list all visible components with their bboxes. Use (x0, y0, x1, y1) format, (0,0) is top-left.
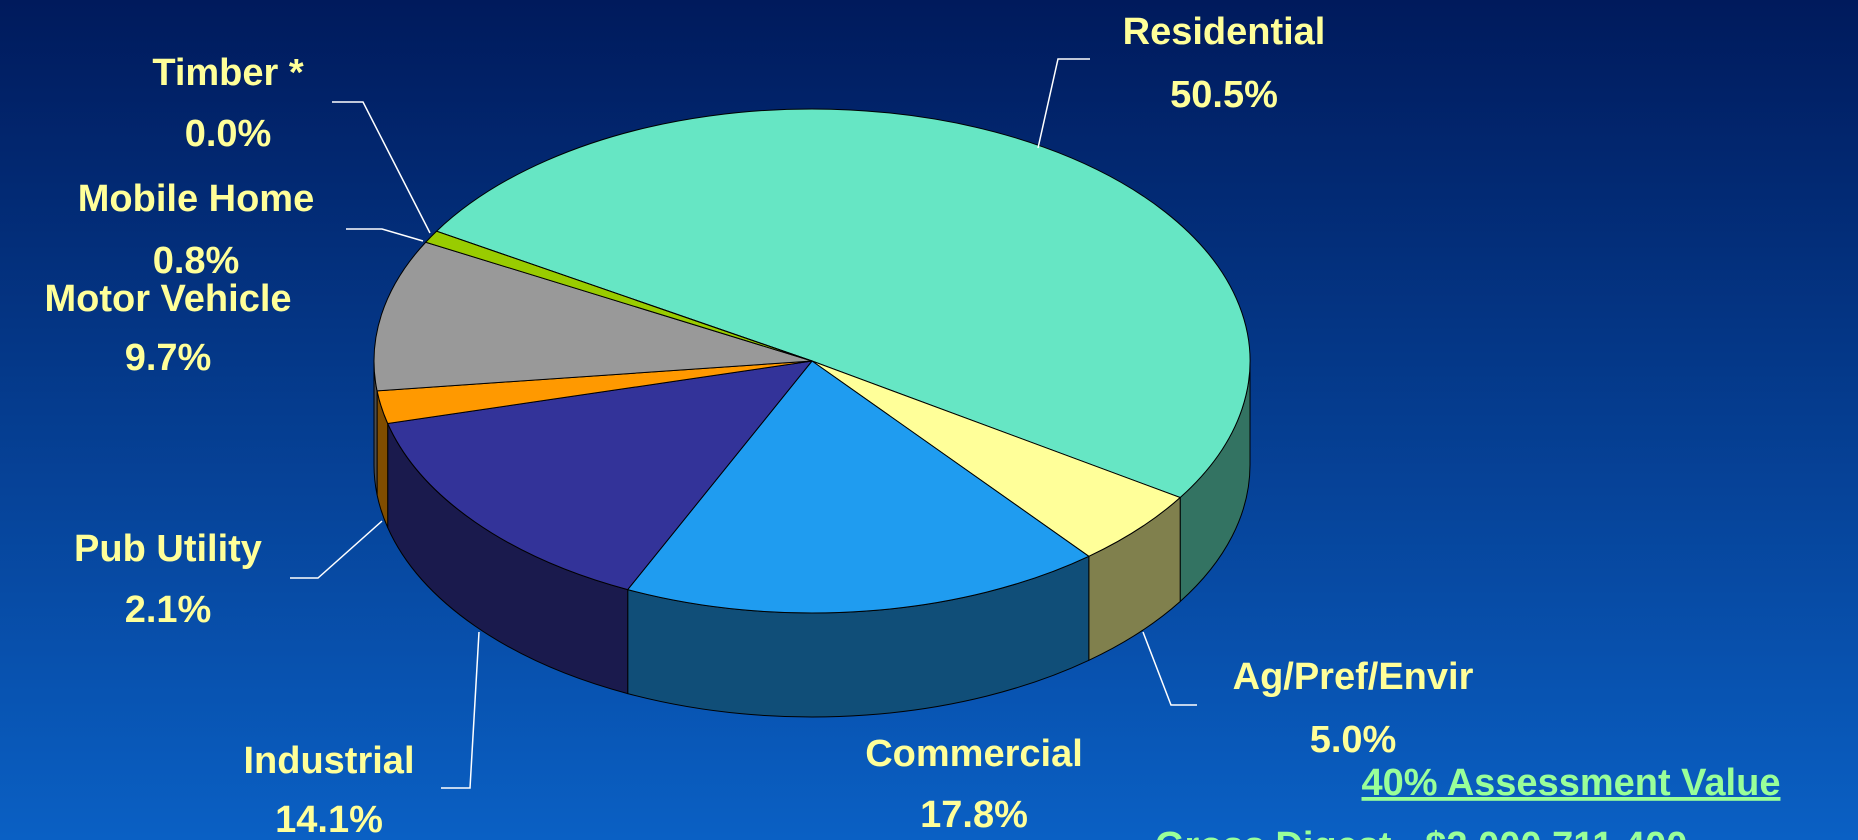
leader-line (1142, 631, 1197, 706)
value-label: 14.1% (275, 799, 383, 840)
value-label: 0.8% (153, 240, 240, 282)
category-label: Ag/Pref/Envir (1233, 656, 1474, 698)
category-label: Pub Utility (74, 528, 262, 570)
slice (626, 360, 1090, 614)
category-label: Mobile Home (78, 178, 314, 220)
labels: Residential 50.5% Ag/Pref/Envir 5.0% Commerc… (44, 11, 1473, 840)
category-label: Commercial (865, 733, 1083, 775)
slice (386, 360, 814, 591)
value-label: 17.8% (920, 794, 1028, 836)
assessment-note: 40% Assessment Value (1362, 762, 1781, 804)
slice (424, 230, 813, 362)
value-label: 50.5% (1170, 74, 1278, 116)
slice (435, 108, 1251, 499)
category-label: Residential (1123, 11, 1326, 53)
category-label: Timber * (152, 52, 304, 94)
value-label: 9.7% (125, 337, 212, 379)
value-label: 2.1% (125, 589, 212, 631)
leader-line (1037, 58, 1090, 149)
category-label: Industrial (243, 740, 414, 782)
value-label: 5.0% (1310, 719, 1397, 761)
leader-line (441, 631, 480, 789)
digest-note: Gross Digest - $2,000,711,400 (1155, 825, 1687, 840)
leader-line (346, 228, 424, 242)
pie (373, 108, 1251, 718)
leader-line (290, 520, 383, 579)
leader-line (332, 101, 431, 234)
slice (373, 241, 813, 392)
value-label: 0.0% (185, 113, 272, 155)
category-label: Motor Vehicle (44, 278, 291, 320)
